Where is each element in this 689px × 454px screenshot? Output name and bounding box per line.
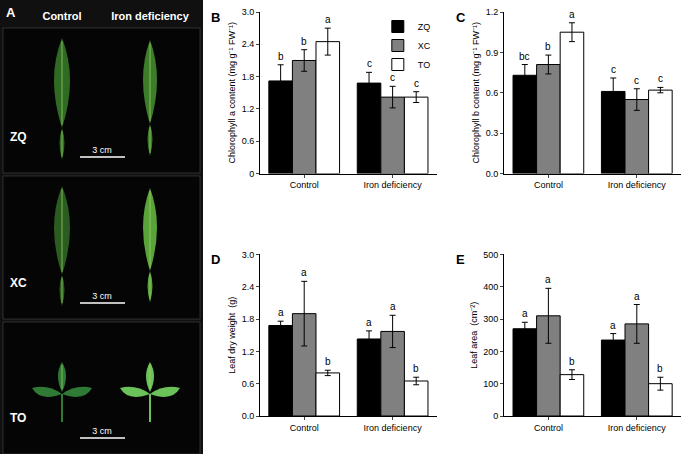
svg-text:Iron deficiency: Iron deficiency [111,10,190,22]
svg-text:2.4: 2.4 [242,282,255,292]
svg-text:a: a [522,308,528,319]
svg-text:b: b [413,363,419,374]
svg-text:bc: bc [519,51,530,62]
svg-text:XC: XC [10,276,27,290]
svg-text:TO: TO [418,60,430,70]
svg-text:400: 400 [483,282,498,292]
svg-text:500: 500 [483,250,498,260]
svg-text:200: 200 [483,347,498,357]
svg-text:c: c [390,72,395,83]
svg-text:0.6: 0.6 [486,88,499,98]
svg-text:a: a [545,274,551,285]
svg-text:a: a [278,307,284,318]
svg-text:Control: Control [290,180,319,190]
svg-text:100: 100 [483,379,498,389]
svg-text:a: a [325,14,331,25]
svg-text:b: b [545,41,551,52]
svg-text:Leaf dry weight (g): Leaf dry weight (g) [227,297,237,374]
svg-text:Leaf area (cm⁻²): Leaf area (cm⁻²) [469,302,479,369]
svg-text:b: b [301,36,307,47]
svg-text:c: c [611,64,616,75]
svg-text:300: 300 [483,314,498,324]
svg-text:a: a [610,320,616,331]
svg-text:0.9: 0.9 [486,48,499,58]
svg-text:1.8: 1.8 [242,72,255,82]
svg-text:3.0: 3.0 [242,7,255,17]
svg-text:0.0: 0.0 [242,411,255,421]
svg-text:3.0: 3.0 [242,250,255,260]
svg-text:c: c [634,75,639,86]
svg-text:c: c [367,58,372,69]
svg-text:b: b [278,51,284,62]
svg-text:Iron deficiency: Iron deficiency [608,180,667,190]
svg-text:0: 0 [249,169,254,179]
svg-text:a: a [569,9,575,20]
svg-text:TO: TO [10,411,26,425]
svg-text:C: C [456,10,466,25]
svg-text:B: B [211,10,220,25]
svg-text:b: b [569,356,575,367]
svg-text:Iron deficiency: Iron deficiency [364,180,423,190]
svg-text:Iron deficiency: Iron deficiency [364,423,423,433]
svg-text:c: c [414,78,419,89]
svg-text:0.6: 0.6 [242,379,255,389]
svg-text:1.2: 1.2 [486,7,499,17]
svg-text:0.3: 0.3 [486,128,499,138]
svg-text:Control: Control [290,423,319,433]
svg-text:A: A [6,5,16,20]
svg-text:Iron deficiency: Iron deficiency [608,423,667,433]
svg-text:3 cm: 3 cm [92,145,112,155]
svg-text:0.0: 0.0 [486,169,499,179]
svg-text:c: c [658,73,663,84]
svg-text:0: 0 [493,411,498,421]
svg-text:1.8: 1.8 [242,314,255,324]
svg-text:Chlorophyll a content (mg g⁻¹: Chlorophyll a content (mg g⁻¹ FW⁻¹) [227,22,237,164]
svg-text:Chlorophyll b content (mg g⁻¹: Chlorophyll b content (mg g⁻¹ FW⁻¹) [471,22,481,164]
svg-text:a: a [634,291,640,302]
svg-text:1.2: 1.2 [242,347,255,357]
svg-text:E: E [456,252,465,267]
svg-text:1.2: 1.2 [242,104,255,114]
svg-text:a: a [301,267,307,278]
svg-text:0.6: 0.6 [242,136,255,146]
svg-text:a: a [366,317,372,328]
svg-text:b: b [325,356,331,367]
svg-text:Control: Control [534,180,563,190]
svg-text:3 cm: 3 cm [92,426,112,436]
svg-text:Control: Control [42,10,81,22]
svg-text:ZQ: ZQ [418,22,431,32]
svg-text:D: D [211,252,220,267]
svg-text:2.4: 2.4 [242,39,255,49]
svg-text:b: b [657,363,663,374]
svg-text:3 cm: 3 cm [92,291,112,301]
svg-text:XC: XC [418,41,431,51]
svg-text:a: a [390,301,396,312]
svg-text:ZQ: ZQ [10,130,27,144]
svg-text:Control: Control [534,423,563,433]
